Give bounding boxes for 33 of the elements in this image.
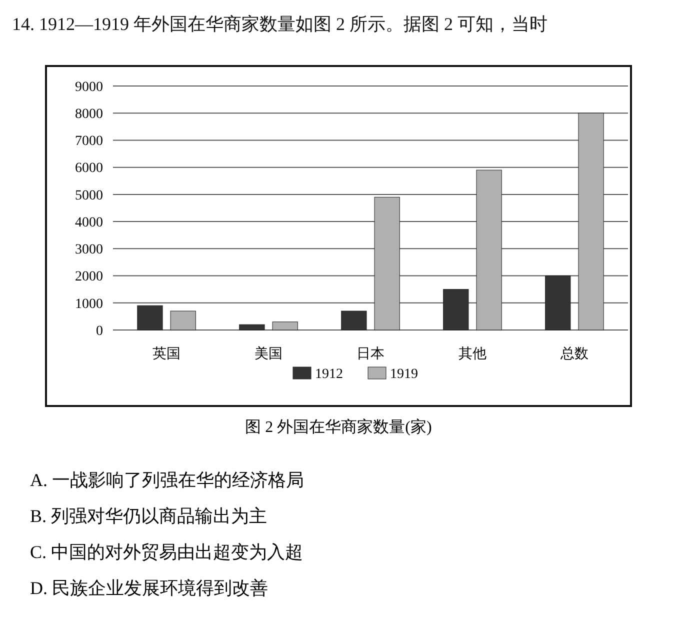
x-tick-label: 美国 [254, 346, 283, 362]
x-tick-label: 英国 [152, 346, 181, 362]
text: D. 民族企业发展环境得到改善 [30, 578, 268, 598]
bar [578, 112, 604, 330]
bar [341, 310, 367, 330]
chart-title: 14. 1912—1919 年外国在华商家数量如图 2 所示。据图 2 可知，当时 [12, 14, 548, 34]
y-tick-label: 1000 [75, 296, 103, 312]
text: 图 2 外国在华商家数量(家) [245, 418, 432, 436]
y-tick-label: 8000 [75, 107, 103, 122]
bar [374, 196, 400, 330]
bar [137, 305, 163, 330]
bar [443, 289, 469, 330]
y-tick-label: 9000 [75, 80, 103, 95]
x-tick-label: 日本 [356, 346, 384, 362]
bar [239, 324, 265, 330]
bar [476, 170, 502, 330]
bar [170, 310, 196, 330]
y-tick-label: 6000 [75, 161, 103, 176]
bar [545, 276, 571, 330]
y-tick-label: 3000 [75, 242, 103, 258]
x-tick-label: 其他 [458, 346, 486, 362]
text: C. 中国的对外贸易由出超变为入超 [30, 542, 304, 562]
x-tick-label: 总数 [559, 346, 588, 362]
y-tick-label: 2000 [75, 270, 103, 285]
y-tick-label: 0 [96, 324, 103, 339]
y-tick-label: 4000 [75, 215, 103, 230]
text: A. 一战影响了列强在华的经济格局 [30, 470, 304, 490]
bar [272, 322, 298, 330]
legend-label: 1912 [315, 366, 343, 382]
legend-label: 1919 [390, 366, 418, 382]
y-tick-label: 5000 [75, 188, 103, 204]
text: B. 列强对华仍以商品输出为主 [30, 506, 268, 526]
y-tick-label: 7000 [75, 134, 103, 150]
